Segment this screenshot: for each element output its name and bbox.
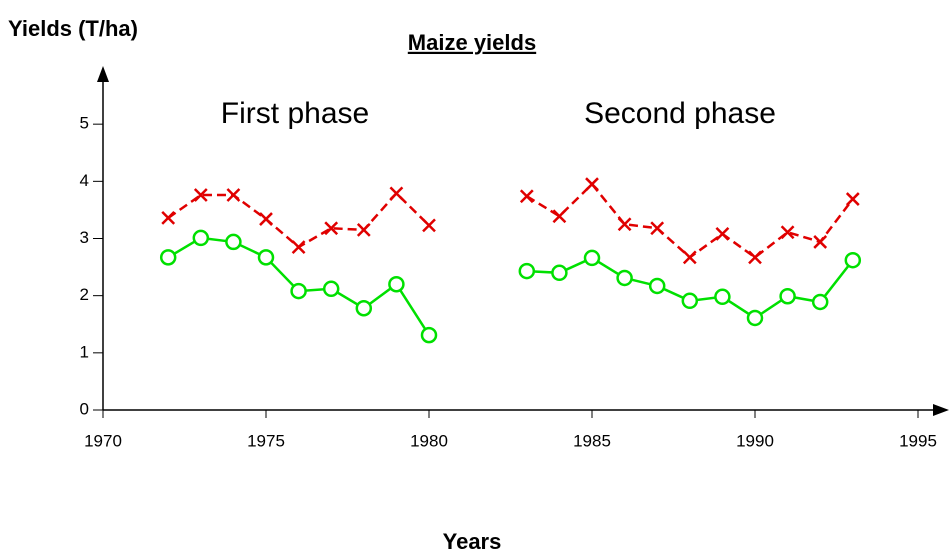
marker xyxy=(811,293,829,311)
marker xyxy=(259,212,273,226)
marker xyxy=(813,235,828,249)
marker xyxy=(388,275,405,293)
x-tick-label: 1975 xyxy=(247,431,285,450)
marker xyxy=(681,292,699,310)
marker xyxy=(844,251,862,269)
annotation: Second phase xyxy=(584,97,776,130)
x-tick-label: 1995 xyxy=(899,431,937,450)
y-tick-label: 1 xyxy=(80,342,89,361)
marker xyxy=(715,227,730,241)
marker xyxy=(225,233,242,251)
marker xyxy=(551,264,568,282)
marker xyxy=(518,262,536,280)
annotation: First phase xyxy=(221,97,369,130)
x-arrow xyxy=(933,404,949,416)
marker xyxy=(845,192,860,206)
marker xyxy=(192,229,210,247)
marker xyxy=(290,282,307,300)
marker xyxy=(650,221,665,236)
x-axis-label: Years xyxy=(443,529,502,553)
marker xyxy=(583,249,601,267)
marker xyxy=(389,186,404,201)
marker xyxy=(257,249,275,266)
marker xyxy=(420,326,438,344)
marker xyxy=(322,280,340,298)
marker xyxy=(748,250,762,265)
marker xyxy=(714,288,731,306)
marker xyxy=(552,209,567,224)
marker xyxy=(159,249,177,266)
marker xyxy=(682,250,697,265)
y-arrow xyxy=(97,66,109,82)
marker xyxy=(193,188,208,202)
marker xyxy=(291,240,306,254)
y-axis-label: Yields (T/ha) xyxy=(8,16,138,41)
y-tick-label: 0 xyxy=(80,399,89,418)
marker xyxy=(519,189,534,204)
marker xyxy=(585,177,599,192)
marker xyxy=(617,217,632,232)
y-tick-label: 5 xyxy=(80,114,89,133)
marker xyxy=(648,277,666,295)
marker xyxy=(616,269,633,287)
y-tick-label: 2 xyxy=(80,285,89,304)
marker xyxy=(746,309,764,327)
x-tick-label: 1990 xyxy=(736,431,774,450)
x-tick-label: 1980 xyxy=(410,431,448,450)
marker xyxy=(780,225,795,240)
y-tick-label: 3 xyxy=(80,228,89,247)
y-tick-label: 4 xyxy=(80,171,89,190)
marker xyxy=(422,218,436,233)
series-line xyxy=(167,182,854,259)
x-tick-label: 1985 xyxy=(573,431,611,450)
marker xyxy=(226,188,241,202)
marker xyxy=(779,287,796,305)
chart-title: Maize yields xyxy=(408,30,536,55)
marker xyxy=(355,299,373,317)
marker xyxy=(324,221,339,236)
marker xyxy=(356,223,371,237)
x-tick-label: 1970 xyxy=(84,431,122,450)
marker xyxy=(161,211,176,225)
